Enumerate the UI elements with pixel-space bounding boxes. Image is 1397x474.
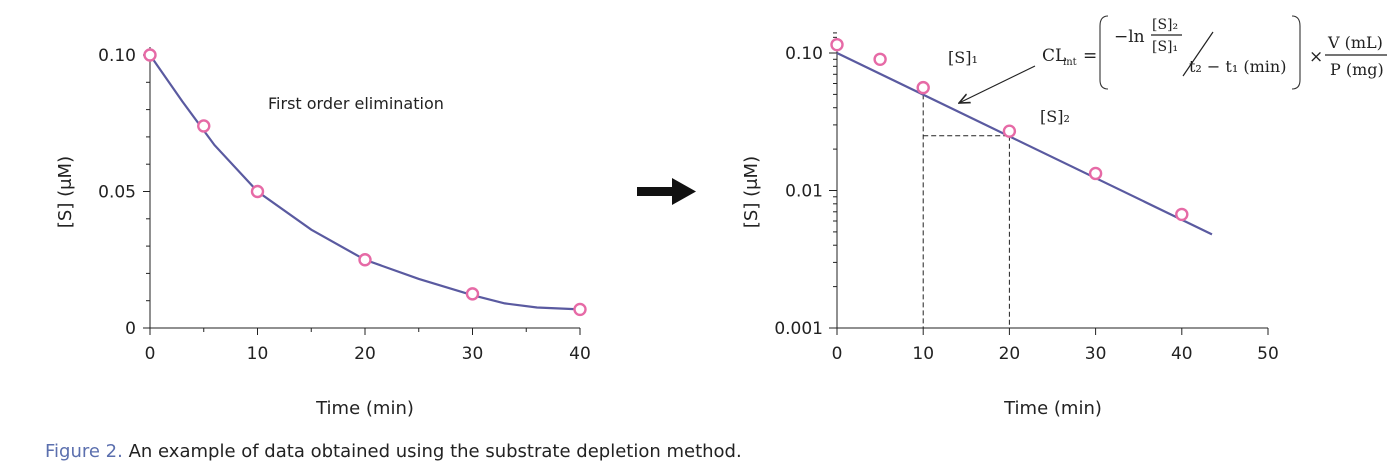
log-x-tick-label: 0 xyxy=(832,344,843,364)
formula-s2: [S]₂ xyxy=(1152,17,1178,33)
log-x-tick-label: 10 xyxy=(912,344,934,364)
right-arrow-icon xyxy=(637,178,696,205)
log-x-tick-label: 40 xyxy=(1171,344,1193,364)
slash-divider xyxy=(1182,31,1214,77)
linear-data-point xyxy=(197,119,211,133)
linear-x-tick-label: 10 xyxy=(247,344,269,364)
log-data-point xyxy=(1088,166,1103,181)
formula-lhs: CL xyxy=(1042,46,1066,66)
linear-data-point xyxy=(573,302,587,317)
log-data-points xyxy=(830,37,1189,222)
log-data-point xyxy=(1002,124,1017,138)
log-data-point xyxy=(830,37,844,52)
linear-chart: 0 10 20 30 40 0 0.05 0.10 Time (min) [S] (μM) F… xyxy=(55,46,591,419)
figure-caption-label: Figure 2. xyxy=(45,441,123,462)
linear-y-tick-label: 0 xyxy=(125,319,136,339)
formula-lhs-subscript: int xyxy=(1063,57,1077,68)
linear-axes: 0 10 20 30 40 0 0.05 0.10 xyxy=(98,46,591,364)
log-x-tick-label: 20 xyxy=(999,344,1021,364)
s1-annotation: [S]₁ xyxy=(948,48,978,67)
log-x-tick-label: 30 xyxy=(1085,344,1107,364)
linear-x-tick-label: 30 xyxy=(462,344,484,364)
log-axes: 0 10 20 30 40 50 0.001 0.01 0.10 xyxy=(774,32,1279,364)
linear-data-point xyxy=(250,184,265,199)
linear-data-points xyxy=(143,48,587,317)
log-y-tick-label: 0.01 xyxy=(785,182,823,202)
log-x-axis-label: Time (min) xyxy=(1003,398,1102,419)
log-data-point xyxy=(873,52,887,66)
right-bracket xyxy=(1291,15,1301,90)
linear-x-tick-label: 40 xyxy=(569,344,591,364)
log-y-tick-label: 0.10 xyxy=(785,44,823,64)
log-x-tick-label: 50 xyxy=(1257,344,1279,364)
formula-s1: [S]₁ xyxy=(1152,39,1178,55)
linear-x-tick-label: 0 xyxy=(145,344,156,364)
formula-neg-ln: −ln xyxy=(1114,27,1145,47)
guide-lines xyxy=(922,94,1010,328)
linear-x-axis-label: Time (min) xyxy=(315,398,414,419)
linear-y-tick-label: 0.05 xyxy=(98,183,136,203)
s2-annotation: [S]₂ xyxy=(1040,107,1070,126)
linear-x-tick-label: 20 xyxy=(354,344,376,364)
log-y-tick-label: 0.001 xyxy=(774,319,823,339)
log-data-point xyxy=(1175,207,1189,222)
linear-data-point xyxy=(465,287,480,301)
log-data-point xyxy=(916,80,930,95)
first-order-annotation: First order elimination xyxy=(268,94,444,113)
log-chart: 0 10 20 30 40 50 0.001 0.01 0.10 Time (min) [S] … xyxy=(741,32,1279,419)
log-fit-line xyxy=(836,52,1213,236)
clint-formula: CL int = −ln [S]₂ [S]₁ t₂ − t₁ (min) × V… xyxy=(1042,15,1387,90)
log-y-axis-label: [S] (μM) xyxy=(741,156,762,228)
formula-time-denominator: t₂ − t₁ (min) xyxy=(1189,57,1286,76)
left-bracket xyxy=(1099,15,1109,90)
formula-volume: V (mL) xyxy=(1327,33,1383,52)
formula-times: × xyxy=(1309,47,1323,67)
figure-caption-text: An example of data obtained using the su… xyxy=(128,441,742,462)
linear-y-tick-label: 0.10 xyxy=(98,46,136,66)
formula-mass: P (mg) xyxy=(1330,60,1384,79)
linear-data-point xyxy=(143,48,157,62)
formula-equals: = xyxy=(1083,46,1097,66)
figure-caption: Figure 2. An example of data obtained us… xyxy=(45,441,742,462)
linear-data-point xyxy=(358,253,372,267)
s1-pointer-arrow xyxy=(959,65,1036,103)
linear-y-axis-label: [S] (μM) xyxy=(55,156,76,228)
